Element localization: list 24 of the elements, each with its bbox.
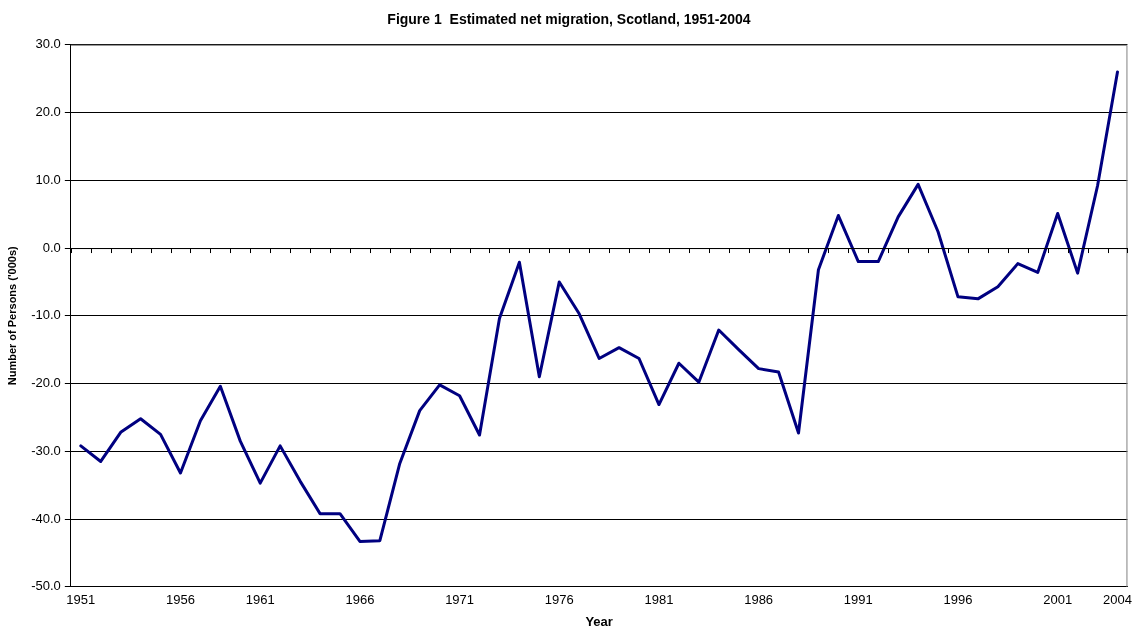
x-tick-label: 1961 [245, 592, 275, 608]
x-tick-label: 1981 [644, 592, 674, 608]
x-axis-title: Year [585, 613, 613, 629]
x-tick-label: 2004 [1103, 592, 1132, 608]
y-tick-label: -50.0 [31, 578, 61, 594]
x-tick-label: 1956 [166, 592, 195, 608]
x-tick-label: 1951 [66, 592, 96, 608]
x-tick-label: 1996 [943, 592, 973, 608]
x-tick-label: 1971 [445, 592, 475, 608]
x-tick-label: 1976 [544, 592, 574, 608]
y-tick-label: -20.0 [31, 375, 61, 391]
y-tick-label: 10.0 [35, 171, 61, 187]
y-tick-label: 30.0 [35, 36, 61, 52]
chart-title: Figure 1 Estimated net migration, Scotland, 1951-2004 [387, 11, 751, 28]
x-tick-label: 2001 [1043, 592, 1073, 608]
y-tick-label: 20.0 [35, 104, 61, 120]
x-tick-label: 1986 [744, 592, 774, 608]
y-tick-label: -40.0 [31, 510, 61, 526]
y-tick-label: -10.0 [31, 307, 61, 323]
x-tick-label: 1966 [345, 592, 375, 608]
y-axis-title: Number of Persons ('000s) [5, 246, 18, 386]
x-tick-label: 1991 [843, 592, 873, 608]
y-tick-label: -30.0 [31, 442, 61, 458]
y-tick-label: 0.0 [42, 239, 61, 255]
